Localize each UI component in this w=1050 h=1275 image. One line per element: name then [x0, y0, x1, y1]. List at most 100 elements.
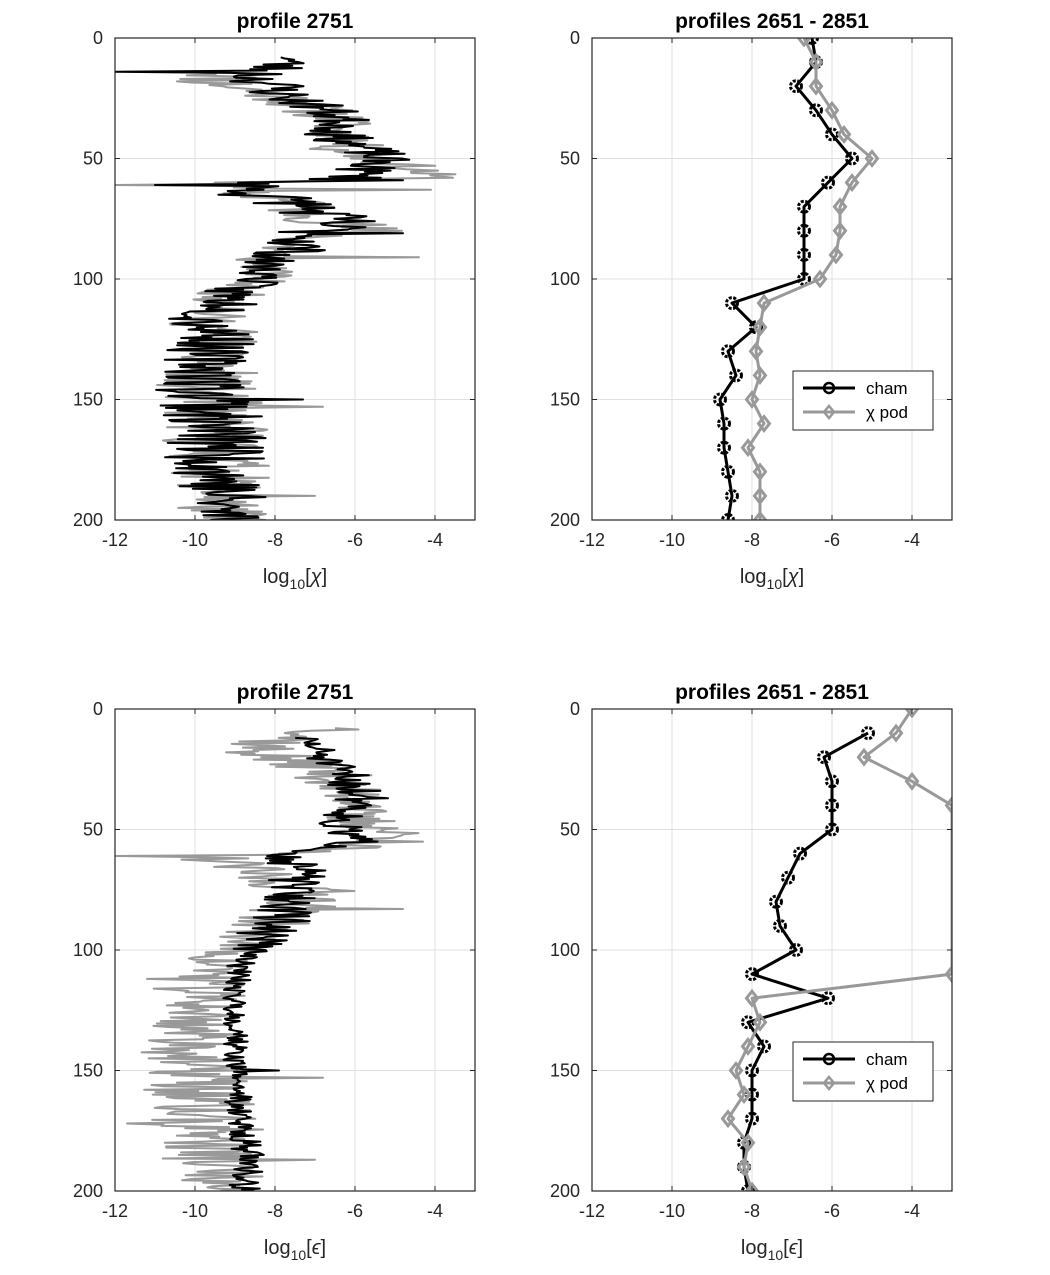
marker-cham: [721, 464, 735, 479]
marker-cham: [745, 1087, 759, 1102]
x-tick-label: -8: [267, 530, 283, 550]
line-chipod: [726, 709, 952, 1191]
marker-cham: [721, 513, 735, 520]
marker-cham: [809, 103, 823, 118]
x-tick-label: -6: [824, 1201, 840, 1221]
marker-chipod: [844, 173, 860, 193]
x-tick-label: -12: [102, 1201, 128, 1221]
marker-chipod: [720, 1109, 736, 1129]
line-cham: [742, 731, 869, 1191]
marker-cham: [821, 175, 835, 190]
marker-chipod: [740, 1036, 756, 1056]
subplot-title: profiles 2651 - 2851: [675, 10, 869, 33]
legend-label-cham: cham: [866, 1050, 908, 1069]
marker-chipod: [736, 1085, 752, 1105]
x-tick-label: -12: [579, 530, 605, 550]
y-tick-label: 200: [550, 1181, 580, 1201]
plot-area: [713, 38, 880, 520]
y-tick-label: 150: [73, 1061, 103, 1081]
x-axis-label: log10[ϵ]: [264, 1237, 326, 1263]
ticks: -12 -10 -8 -6 -4 0 50 100 150 200: [73, 28, 475, 550]
subplot-chi-single-profile: profile 2751 -12 -10 -8 -6 -4 0 50 100 150 200 lo…: [73, 10, 476, 592]
y-tick-label: 150: [73, 390, 103, 410]
marker-chipod: [748, 341, 764, 361]
marker-cham: [797, 199, 811, 214]
marker-chipod: [808, 52, 824, 72]
grid: [591, 708, 952, 1192]
marker-chipod: [888, 723, 904, 743]
x-tick-label: -10: [182, 1201, 208, 1221]
marker-cham: [773, 918, 787, 933]
marker-cham: [717, 416, 731, 431]
marker-cham: [825, 774, 839, 789]
x-axis-label: log10[χ]: [740, 566, 804, 592]
y-tick-label: 150: [550, 390, 580, 410]
marker-cham: [825, 822, 839, 837]
y-tick-label: 0: [570, 699, 580, 719]
marker-cham: [789, 943, 803, 957]
marker-cham: [845, 151, 859, 166]
marker-chipod: [744, 390, 760, 409]
marker-cham: [821, 991, 835, 1006]
marker-chipod: [752, 365, 768, 385]
x-tick-label: -6: [824, 530, 840, 550]
legend: cham χ pod: [792, 1041, 934, 1102]
line-chipod: [746, 38, 874, 520]
y-tick-label: 100: [73, 269, 103, 289]
y-tick-label: 150: [550, 1061, 580, 1081]
marker-cham: [789, 79, 803, 94]
marker-chipod: [752, 317, 768, 337]
y-tick-label: 0: [570, 28, 580, 48]
marker-cham: [797, 272, 811, 286]
legend-marker-chipod: [822, 1075, 836, 1091]
marker-cham: [861, 726, 875, 741]
x-tick-label: -8: [744, 1201, 760, 1221]
marker-chipod: [752, 462, 768, 482]
marker-cham: [745, 1063, 759, 1078]
marker-chipod: [744, 1181, 760, 1191]
marker-cham: [769, 894, 783, 909]
x-tick-label: -6: [347, 530, 363, 550]
x-tick-label: -12: [102, 530, 128, 550]
legend-label-chipod: χ pod: [866, 403, 908, 422]
x-tick-label: -4: [427, 530, 443, 550]
profile-line-series-1: [115, 56, 411, 520]
grid: [591, 37, 952, 521]
y-tick-label: 200: [550, 510, 580, 530]
x-tick-label: -4: [904, 530, 920, 550]
legend-marker-cham: [822, 381, 836, 395]
y-tick-label: 0: [93, 699, 103, 719]
legend-box: [792, 370, 934, 431]
marker-chipod: [836, 124, 852, 144]
legend-marker-cham: [822, 1052, 836, 1066]
line-cham: [718, 38, 854, 520]
marker-chipod: [744, 988, 760, 1008]
marker-chipod: [796, 38, 812, 48]
marker-chipod: [944, 795, 952, 815]
marker-cham: [745, 1111, 759, 1126]
subplot-title: profile 2751: [237, 681, 354, 704]
plot-area: [115, 727, 424, 1191]
plot-area: [115, 56, 457, 520]
marker-chipod: [752, 486, 768, 506]
ticks: -12 -10 -8 -6 -4 0 50 100 150 200: [73, 699, 475, 1221]
marker-chipod: [856, 747, 872, 767]
marker-cham: [793, 846, 807, 861]
subplot-title: profile 2751: [237, 10, 354, 33]
marker-chipod: [728, 1061, 744, 1080]
marker-chipod: [832, 221, 848, 241]
y-tick-label: 50: [560, 820, 580, 840]
legend: cham χ pod: [792, 370, 934, 431]
y-tick-label: 100: [550, 940, 580, 960]
y-tick-label: 50: [83, 820, 103, 840]
marker-chipod: [944, 964, 952, 984]
ticks: -12 -10 -8 -6 -4 0 50 100 150 200: [550, 699, 952, 1221]
marker-chipod: [736, 1157, 752, 1177]
y-tick-label: 100: [73, 940, 103, 960]
marker-cham: [781, 870, 795, 885]
y-tick-label: 50: [83, 149, 103, 169]
marker-cham: [797, 247, 811, 262]
marker-chipod: [904, 709, 920, 719]
profile-line-series-0: [115, 727, 424, 1191]
